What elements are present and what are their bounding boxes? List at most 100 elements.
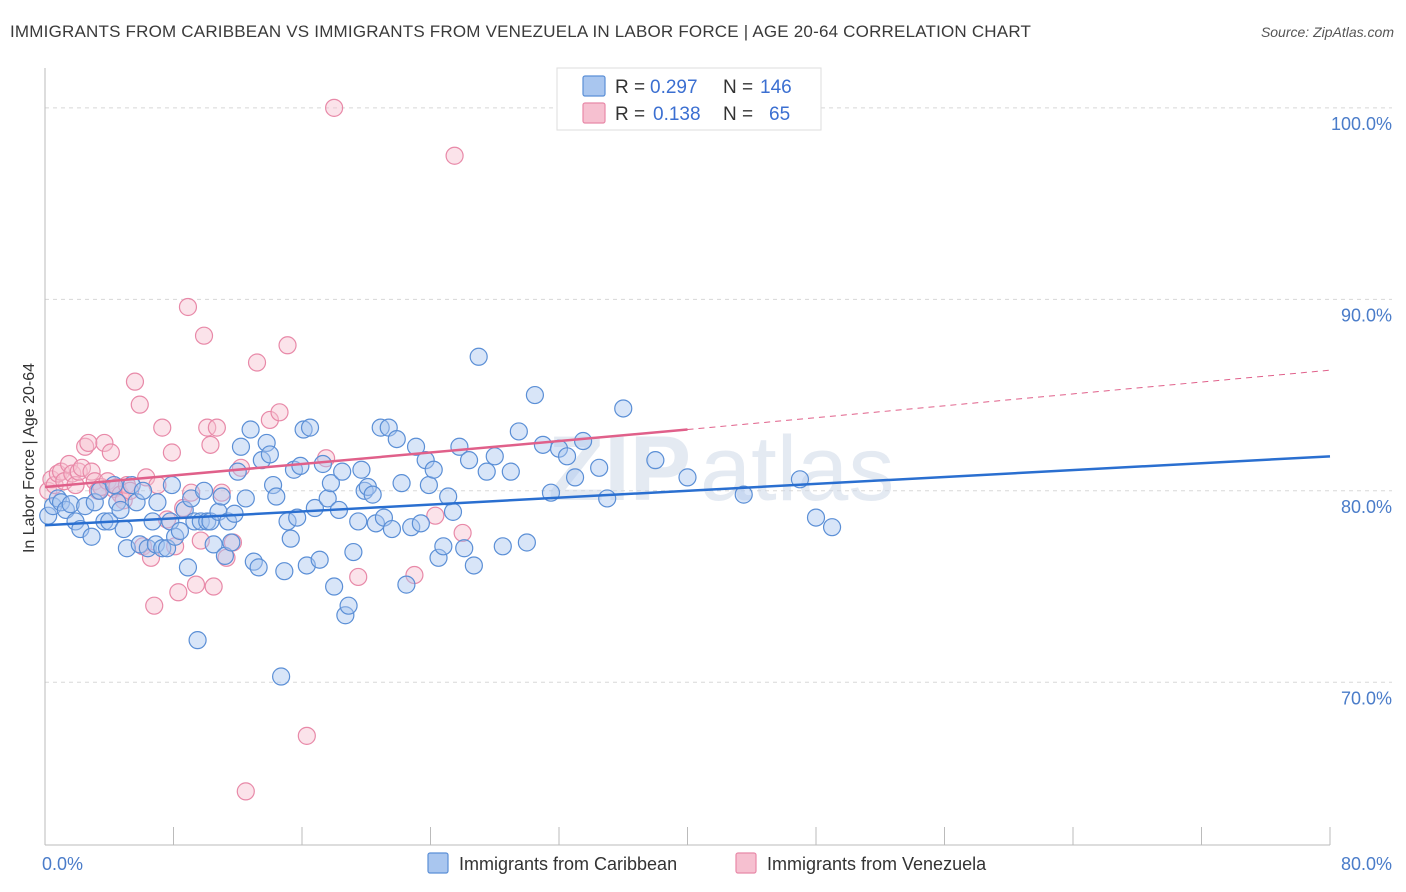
point-venezuela	[145, 596, 164, 615]
point-venezuela	[198, 418, 217, 437]
point-venezuela	[204, 577, 223, 596]
x-tick-labels: 0.0% 80.0%	[42, 854, 1392, 874]
point-caribbean	[333, 462, 352, 481]
bottom-legend: Immigrants from Caribbean Immigrants fro…	[427, 852, 987, 874]
point-venezuela	[325, 98, 344, 117]
point-caribbean	[363, 485, 382, 504]
point-caribbean	[305, 498, 324, 518]
point-caribbean	[477, 462, 496, 481]
point-caribbean	[249, 558, 268, 577]
point-caribbean	[614, 399, 633, 418]
point-caribbean	[557, 447, 577, 466]
point-caribbean	[493, 537, 512, 556]
legend-r-value-caribbean: 0.297	[650, 77, 698, 98]
point-venezuela	[79, 433, 98, 453]
point-caribbean	[111, 500, 130, 520]
point-caribbean	[272, 667, 291, 686]
point-venezuela	[212, 483, 231, 502]
point-venezuela	[194, 326, 214, 345]
legend-n-label-caribbean: N =	[723, 77, 753, 98]
point-caribbean	[82, 527, 101, 546]
point-caribbean	[501, 462, 520, 481]
point-caribbean	[162, 475, 181, 495]
point-caribbean	[275, 562, 294, 581]
point-caribbean	[573, 431, 593, 451]
bottom-legend-label-caribbean: Immigrants from Caribbean	[459, 854, 677, 874]
point-caribbean	[310, 550, 329, 569]
point-caribbean	[734, 485, 753, 504]
legend-r-label-venezuela: R =	[615, 104, 645, 125]
series-venezuela-points	[39, 98, 472, 801]
gridlines	[45, 107, 1392, 683]
point-caribbean	[406, 437, 426, 456]
point-caribbean	[352, 460, 371, 479]
point-caribbean	[387, 429, 406, 449]
point-caribbean	[263, 475, 283, 495]
point-caribbean	[148, 493, 167, 512]
point-caribbean	[336, 606, 355, 625]
point-caribbean	[349, 512, 368, 531]
point-venezuela	[178, 297, 198, 317]
point-venezuela	[82, 462, 101, 481]
legend-r-value-venezuela: 0.138	[653, 104, 701, 125]
point-caribbean	[294, 420, 313, 439]
point-caribbean	[411, 514, 430, 533]
point-caribbean	[344, 542, 363, 562]
point-caribbean	[143, 512, 162, 531]
point-venezuela	[63, 464, 82, 483]
point-caribbean	[525, 385, 545, 405]
point-caribbean	[678, 468, 697, 487]
point-caribbean	[822, 518, 842, 537]
trendline-venezuela-dashed	[687, 369, 1331, 431]
point-venezuela	[130, 395, 149, 414]
point-venezuela	[445, 146, 464, 165]
point-caribbean	[313, 454, 332, 474]
point-venezuela	[260, 410, 279, 430]
point-caribbean	[300, 418, 320, 437]
point-caribbean	[281, 529, 300, 548]
watermark-atlas: atlas	[700, 418, 894, 520]
point-caribbean	[114, 519, 133, 539]
point-caribbean	[318, 489, 337, 508]
x-tick-label: 0.0%	[42, 854, 83, 874]
point-caribbean	[133, 481, 153, 500]
point-venezuela	[72, 458, 92, 477]
point-caribbean	[288, 508, 307, 527]
point-venezuela	[247, 353, 267, 372]
y-tick-label: 70.0%	[1341, 688, 1392, 708]
point-venezuela	[162, 443, 181, 462]
bottom-legend-swatch-venezuela	[735, 852, 757, 874]
point-caribbean	[236, 489, 255, 508]
point-caribbean	[459, 451, 479, 470]
point-venezuela	[169, 583, 188, 602]
point-venezuela	[349, 567, 368, 587]
legend-n-label-venezuela: N =	[723, 104, 753, 125]
point-caribbean	[429, 548, 448, 567]
point-caribbean	[231, 437, 251, 456]
point-venezuela	[278, 336, 297, 355]
point-venezuela	[270, 403, 289, 422]
point-caribbean	[178, 558, 198, 577]
chart-title: IMMIGRANTS FROM CARIBBEAN VS IMMIGRANTS …	[10, 22, 1032, 41]
point-venezuela	[201, 435, 220, 454]
point-caribbean	[469, 347, 488, 366]
legend-n-value-caribbean: 146	[760, 77, 792, 98]
point-caribbean	[127, 493, 146, 512]
trend-lines	[44, 369, 1331, 527]
point-venezuela	[153, 418, 172, 437]
axes	[44, 68, 1331, 846]
point-caribbean	[153, 539, 172, 558]
point-caribbean	[392, 474, 411, 493]
trendline-caribbean	[44, 455, 1331, 527]
point-venezuela	[207, 418, 226, 437]
point-caribbean	[267, 487, 286, 506]
point-caribbean	[598, 489, 617, 508]
point-caribbean	[85, 493, 104, 512]
point-caribbean	[166, 527, 185, 546]
point-caribbean	[455, 539, 474, 558]
point-caribbean	[646, 451, 665, 470]
point-caribbean	[76, 497, 95, 516]
y-tick-label: 90.0%	[1341, 305, 1392, 325]
series-caribbean-points	[39, 347, 842, 686]
